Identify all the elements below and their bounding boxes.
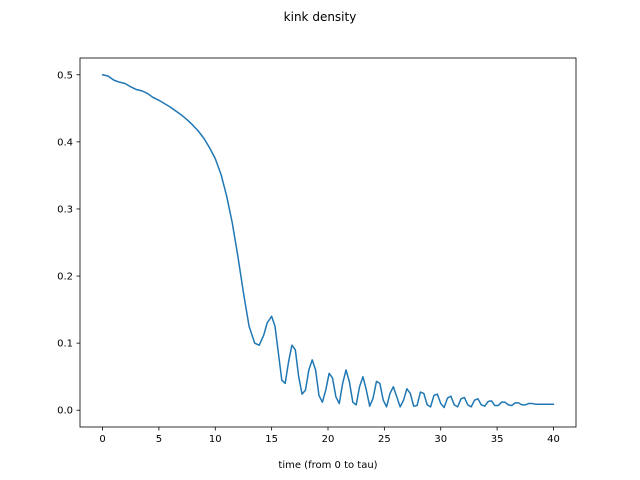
y-tick-label: 0.3 [57,204,73,215]
x-tick-label: 40 [547,434,560,445]
x-tick-label: 30 [434,434,447,445]
x-tick-label: 35 [491,434,504,445]
x-tick-label: 5 [156,434,162,445]
y-tick-label: 0.4 [57,137,73,148]
x-axis-label: time (from 0 to tau) [278,460,377,471]
y-tick-label: 0.5 [57,70,73,81]
x-tick-label: 10 [209,434,222,445]
x-tick-label: 20 [322,434,335,445]
chart-title: kink density [284,10,357,24]
x-tick-label: 15 [265,434,278,445]
plot-area: 0 5 10 15 20 25 30 35 40 0.0 0.1 0.2 0.3 0.4 0.5 [57,57,577,445]
x-tick-label: 0 [99,434,105,445]
x-tick-label: 25 [378,434,391,445]
series-line [101,74,555,409]
y-tick-label: 0.0 [57,406,73,417]
y-tick-label: 0.2 [57,272,73,283]
y-tick-label: 0.1 [57,339,73,350]
